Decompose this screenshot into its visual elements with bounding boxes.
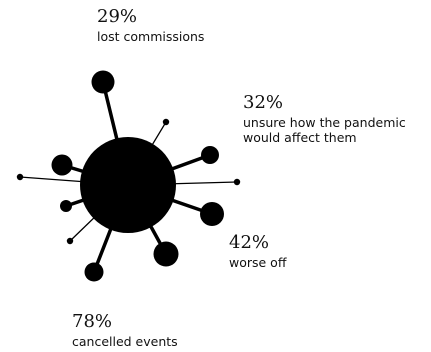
callout-percent: 29% — [97, 6, 138, 27]
knob-top — [91, 70, 115, 94]
callout-label-line-1: unsure how the pandemic — [243, 114, 406, 130]
callout-label: worse off — [229, 254, 287, 270]
callout-label: cancelled events — [72, 333, 178, 349]
knob-left-lower — [60, 200, 72, 212]
knob-right-thin — [233, 178, 241, 186]
callout-worse-off: 42% worse off — [229, 232, 286, 270]
callout-label: lost commissions — [97, 28, 205, 44]
knob-lower-left-thin — [66, 237, 74, 245]
knob-left-thin — [16, 173, 24, 181]
knob-left-upper — [51, 154, 73, 176]
knob-right-upper — [201, 146, 219, 164]
knob-bottom — [84, 262, 104, 282]
callout-lost-commissions: 29% lost commissions — [97, 6, 204, 44]
knob-top-right-thin — [162, 118, 170, 126]
callout-label-line-2: would affect them — [243, 130, 357, 146]
virus-body — [80, 137, 176, 233]
callout-percent: 42% — [229, 232, 270, 253]
knob-bottom-right — [153, 241, 179, 267]
callout-cancelled-events: 78% cancelled events — [72, 311, 178, 349]
callout-unsure: 32% unsure how the pandemic would affect… — [243, 92, 406, 146]
callout-percent: 78% — [72, 311, 113, 332]
knob-right-lower — [200, 202, 224, 226]
callout-percent: 32% — [243, 92, 284, 113]
